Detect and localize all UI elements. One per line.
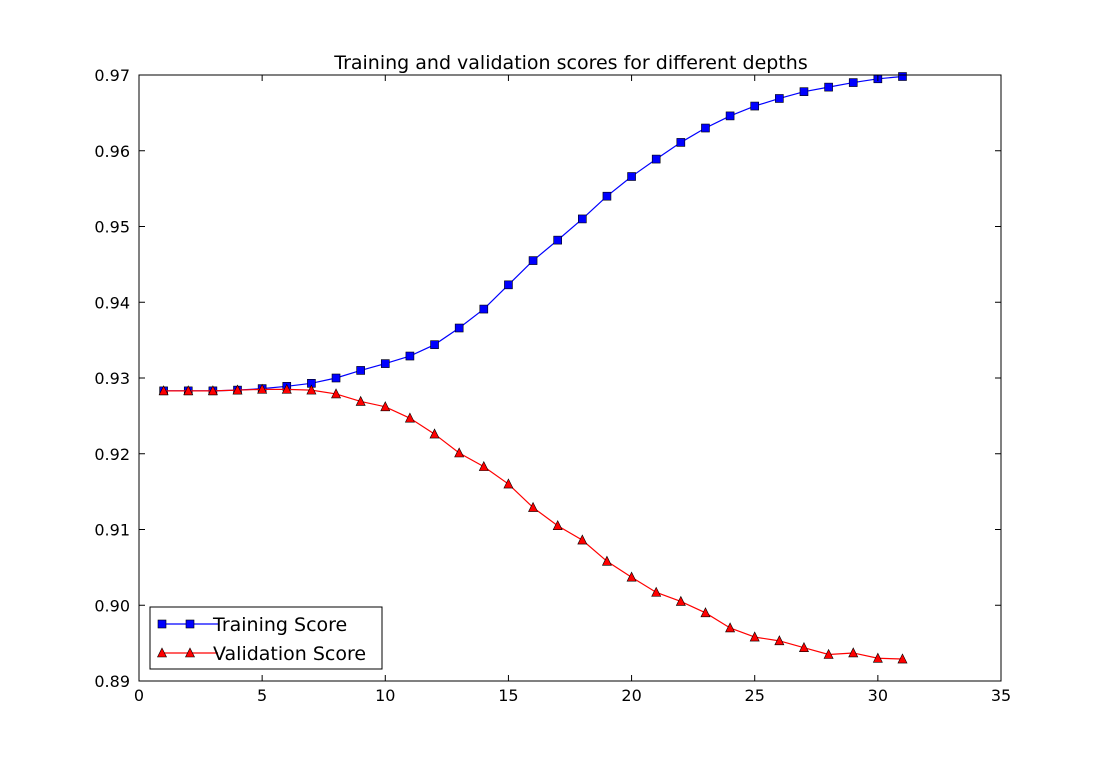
legend-box xyxy=(149,606,383,670)
x-tick-label: 35 xyxy=(991,686,1011,705)
data-point-validation xyxy=(798,641,809,652)
data-point-validation xyxy=(503,478,514,489)
y-tick-label: 0.93 xyxy=(94,369,130,388)
data-point-validation xyxy=(380,401,391,412)
x-tick-label: 10 xyxy=(375,686,395,705)
data-point-validation xyxy=(601,555,612,566)
data-point-validation xyxy=(651,586,662,597)
legend-label-validation: Validation Score xyxy=(213,643,366,665)
y-tick-label: 0.89 xyxy=(94,672,130,691)
legend-label-training: Training Score xyxy=(212,614,347,636)
data-point-validation xyxy=(675,595,686,606)
data-point-validation xyxy=(897,653,908,664)
y-tick-label: 0.90 xyxy=(94,596,130,615)
data-point-training xyxy=(750,101,760,111)
data-point-training xyxy=(405,351,415,361)
data-point-validation xyxy=(232,384,243,395)
x-tick-label: 30 xyxy=(868,686,888,705)
x-tick-label: 0 xyxy=(134,686,144,705)
data-point-training xyxy=(651,154,661,164)
data-point-validation xyxy=(478,460,489,471)
x-tick-label: 5 xyxy=(257,686,267,705)
data-point-validation xyxy=(331,388,342,399)
chart-title: Training and validation scores for diffe… xyxy=(333,52,807,74)
data-point-training xyxy=(602,191,612,201)
data-point-validation xyxy=(355,395,366,406)
legend-marker-training xyxy=(185,619,195,629)
data-point-training xyxy=(430,340,439,349)
y-tick-label: 0.97 xyxy=(94,66,130,85)
data-point-validation xyxy=(823,648,834,659)
data-point-validation xyxy=(528,501,539,512)
legend-marker-validation xyxy=(157,647,167,658)
data-point-validation xyxy=(749,631,760,642)
data-point-validation xyxy=(700,607,711,618)
data-point-training xyxy=(898,72,907,81)
data-point-validation xyxy=(257,383,268,394)
y-tick-label: 0.96 xyxy=(94,142,130,161)
y-tick-label: 0.92 xyxy=(94,445,130,464)
data-point-validation xyxy=(183,385,194,396)
data-point-training xyxy=(848,78,858,87)
data-point-validation xyxy=(774,635,785,646)
data-point-training xyxy=(578,214,587,224)
x-tick-label: 20 xyxy=(621,686,641,705)
data-point-validation xyxy=(281,383,292,394)
y-axis: 0.89 0.90 0.91 0.92 0.93 0.94 0.95 0.96 0.97 xyxy=(94,66,1001,691)
data-point-validation xyxy=(404,412,415,423)
legend: Training Score Validation Score xyxy=(149,606,383,670)
data-point-training xyxy=(356,366,365,375)
data-point-validation xyxy=(207,385,218,396)
data-point-training xyxy=(553,235,562,245)
x-tick-label: 15 xyxy=(498,686,518,705)
data-point-validation xyxy=(872,652,883,663)
data-point-validation xyxy=(577,534,588,545)
x-tick-label: 25 xyxy=(745,686,765,705)
data-point-training xyxy=(701,123,710,133)
data-point-training xyxy=(676,138,686,147)
data-point-training xyxy=(775,94,784,103)
data-point-training xyxy=(725,111,735,121)
data-point-training xyxy=(380,359,390,368)
y-tick-label: 0.91 xyxy=(94,521,130,540)
data-point-training xyxy=(331,373,341,383)
data-point-training xyxy=(799,87,809,96)
legend-marker-training xyxy=(157,619,167,629)
data-point-training xyxy=(504,280,513,290)
data-point-training xyxy=(479,304,489,314)
data-point-validation xyxy=(454,447,465,458)
plot-frame xyxy=(138,74,1002,682)
data-point-validation xyxy=(725,622,736,633)
data-point-validation xyxy=(306,384,317,395)
plot-area xyxy=(158,72,908,664)
data-point-validation xyxy=(552,520,563,531)
data-point-training xyxy=(627,172,636,181)
data-point-validation xyxy=(848,647,859,658)
data-point-validation xyxy=(626,571,637,582)
data-point-validation xyxy=(429,428,440,439)
data-point-training xyxy=(454,323,464,333)
legend-marker-validation xyxy=(185,647,195,658)
data-point-training xyxy=(528,256,538,265)
y-tick-label: 0.94 xyxy=(94,293,130,312)
y-tick-label: 0.95 xyxy=(94,218,130,237)
series-validation xyxy=(158,383,908,664)
data-point-validation xyxy=(158,385,169,396)
data-point-training xyxy=(824,82,833,92)
